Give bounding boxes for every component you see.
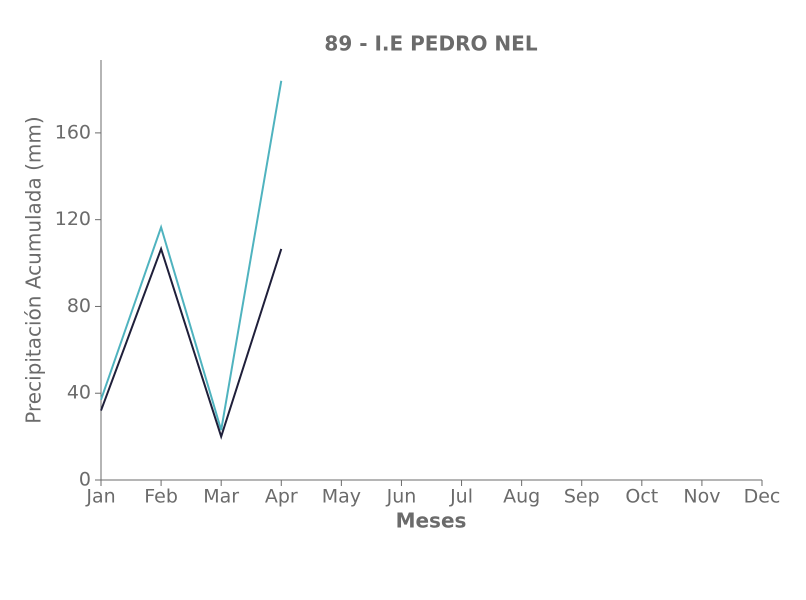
x-axis-label: Meses [396,509,467,533]
x-tick-label: Aug [503,486,540,508]
x-tick-label: Jan [85,486,115,508]
x-tick-label: Dec [744,486,781,508]
x-tick-label: Nov [683,486,720,508]
series-line [100,80,283,431]
x-tick-label: Jun [386,486,417,508]
y-axis-label: Precipitación Acumulada (mm) [22,116,46,423]
y-tick-label: 120 [55,208,91,230]
y-tick-label: 0 [79,469,91,491]
y-tick-label: 40 [67,382,91,404]
x-tick-label: Sep [564,486,600,508]
series-line [100,245,283,440]
x-tick-label: Feb [144,486,178,508]
x-tick-label: Jul [449,486,473,508]
chart-title: 89 - I.E PEDRO NEL [324,32,537,56]
x-tick-label: Oct [625,486,658,508]
x-tick-label: May [322,486,361,508]
x-tick-label: Mar [203,486,239,508]
y-tick-label: 80 [67,295,91,317]
x-tick-label: Apr [265,486,298,508]
y-tick-label: 160 [55,121,91,143]
